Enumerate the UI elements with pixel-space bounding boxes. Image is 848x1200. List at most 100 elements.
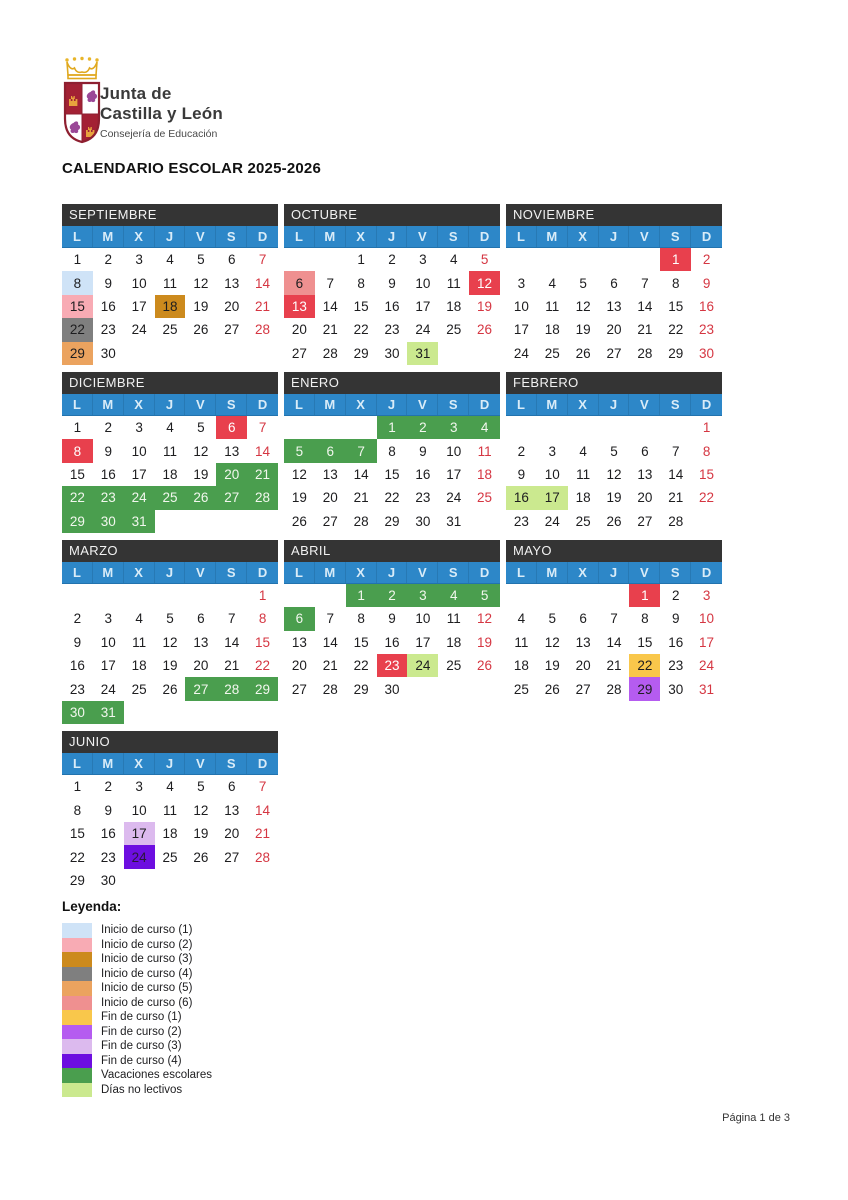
day-cell: 11: [162, 443, 177, 459]
day-cell: 15: [69, 826, 85, 842]
day-cell: 7: [258, 252, 267, 268]
day-cell: 14: [606, 634, 622, 650]
day-cell: 9: [388, 611, 396, 627]
empty-cell: [284, 416, 315, 439]
day-cell: 15: [384, 466, 400, 482]
month-abril: ABRIL L M X J V S D 1 2 3 4 5 6 7 8 9 10 11 12 13 14 15 16 17 18 1…: [284, 539, 500, 701]
legend-label: Inicio de curso (1): [101, 924, 193, 937]
day-cell: 5: [610, 443, 618, 459]
days-grid: 1 2 3 4 5 6 7 8 9 10 11 12 13 14 15 16 17 18 19 20 21 22 23 24 2…: [62, 415, 278, 533]
day-cell: 30: [100, 873, 116, 888]
month-marzo: MARZO L M X J V S D 1 2 3 4 5 6 7 8 9 10 11 12 13 14 15 16 17 18 1…: [62, 539, 278, 725]
day-cell: 7: [326, 611, 335, 627]
legend-swatch: [62, 981, 92, 996]
day-cell: 7: [227, 611, 236, 627]
legend-label: Inicio de curso (2): [101, 938, 193, 951]
day-cell: 22: [255, 658, 271, 674]
day-cell: 11: [514, 634, 529, 650]
days-grid: 1 2 3 4 5 6 7 8 9 10 11 12 13 14 15 16 17 18 19 20 21 22 23 24 2…: [284, 583, 500, 701]
weekday-header-l: L: [62, 226, 93, 247]
day-cell: 26: [544, 681, 560, 697]
day-cell: 21: [668, 490, 684, 506]
legend-item: Vacaciones escolares: [62, 1068, 212, 1083]
day-cell: 20: [606, 322, 622, 338]
day-cell: 16: [415, 466, 431, 482]
day-cell: 19: [477, 634, 493, 650]
day-cell: 16: [100, 826, 116, 842]
day-cell: 27: [185, 677, 217, 701]
day-cell: 1: [702, 420, 711, 436]
month-title: SEPTIEMBRE: [62, 204, 278, 226]
weekday-header-l: L: [284, 561, 315, 583]
day-cell: 22: [699, 490, 715, 506]
legend-item: Fin de curso (3): [62, 1039, 212, 1054]
empty-cell: [568, 584, 599, 607]
legend-label: Fin de curso (2): [101, 1025, 182, 1038]
legend-label: Días no lectivos: [101, 1083, 183, 1096]
day-cell: 18: [162, 826, 178, 842]
empty-cell: [537, 248, 568, 271]
day-cell: 6: [227, 779, 236, 795]
legend-list: Inicio de curso (1) Inicio de curso (2) In…: [62, 923, 212, 1097]
day-cell: 14: [255, 275, 271, 291]
weekday-header-x: X: [568, 226, 599, 247]
empty-cell: [599, 584, 630, 607]
calendar-grid: SEPTIEMBRE L M X J V S D 1 2 3 4 5 6 7 8 9 10 11 12 13 14 15 16…: [62, 204, 722, 892]
weekday-header-s: S: [660, 226, 692, 247]
weekday-header-d: D: [257, 229, 268, 244]
days-grid: 1 2 3 4 5 6 7 8 9 10 11 12 13 14 15 16 17 18 19 20 21 22 23 24 2…: [506, 248, 722, 365]
org-name-line1: Junta de: [100, 84, 172, 103]
day-cell: 3: [419, 252, 427, 268]
day-cell: 1: [73, 779, 82, 795]
day-cell: 23: [69, 681, 85, 697]
day-cell: 1: [357, 252, 365, 268]
day-cell: 27: [224, 849, 240, 865]
weekday-header-m: M: [315, 226, 346, 247]
month-junio: JUNIO L M X J V S D 1 2 3 4 5 6 7 8 9 10 11 12 13 14 15 16 17 18 1…: [62, 731, 278, 892]
day-cell: 27: [575, 681, 591, 697]
day-cell: 19: [291, 490, 307, 506]
day-cell: 7: [258, 420, 267, 436]
empty-cell: [315, 248, 346, 271]
legend-swatch: [62, 1039, 92, 1054]
day-cell: 25: [446, 322, 462, 338]
day-cell: 8: [258, 611, 267, 627]
day-cell: 14: [637, 298, 653, 314]
day-cell: 13: [291, 634, 307, 650]
day-cell: 7: [641, 275, 649, 291]
day-cell: 24: [131, 322, 147, 338]
weekday-header-d: D: [479, 396, 490, 412]
month-diciembre: DICIEMBRE L M X J V S D 1 2 3 4 5 6 7 8 9 10 11 12 13 14 15 16 1…: [62, 371, 278, 533]
day-cell: 28: [255, 322, 271, 338]
weekday-header-l: L: [284, 393, 315, 415]
day-cell: 30: [668, 681, 684, 697]
empty-cell: [506, 248, 537, 271]
day-cell: 10: [544, 466, 560, 482]
weekday-header-m: M: [315, 561, 346, 583]
day-cell: 15: [353, 298, 369, 314]
day-cell: 9: [388, 275, 396, 291]
empty-cell: [568, 416, 599, 439]
day-cell: 17: [699, 634, 715, 650]
day-cell: 5: [480, 252, 489, 268]
day-cell: 29: [353, 345, 369, 361]
day-cell: 23: [699, 322, 715, 338]
day-cell: 30: [100, 345, 116, 361]
day-cell: 24: [446, 490, 462, 506]
empty-cell: [62, 584, 93, 607]
weekday-header-l: L: [284, 226, 315, 247]
weekday-header-x: X: [124, 393, 155, 415]
day-cell: 9: [419, 443, 427, 459]
day-cell: 30: [384, 345, 400, 361]
day-cell: 11: [162, 802, 177, 818]
day-cell: 17: [131, 298, 147, 314]
day-cell: 11: [477, 443, 492, 459]
legend-swatch: [62, 966, 92, 981]
day-cell: 25: [154, 486, 186, 510]
day-cell: 2: [376, 583, 408, 608]
day-cell: 25: [131, 681, 147, 697]
day-cell: 28: [322, 345, 338, 361]
day-cell: 30: [699, 345, 715, 361]
